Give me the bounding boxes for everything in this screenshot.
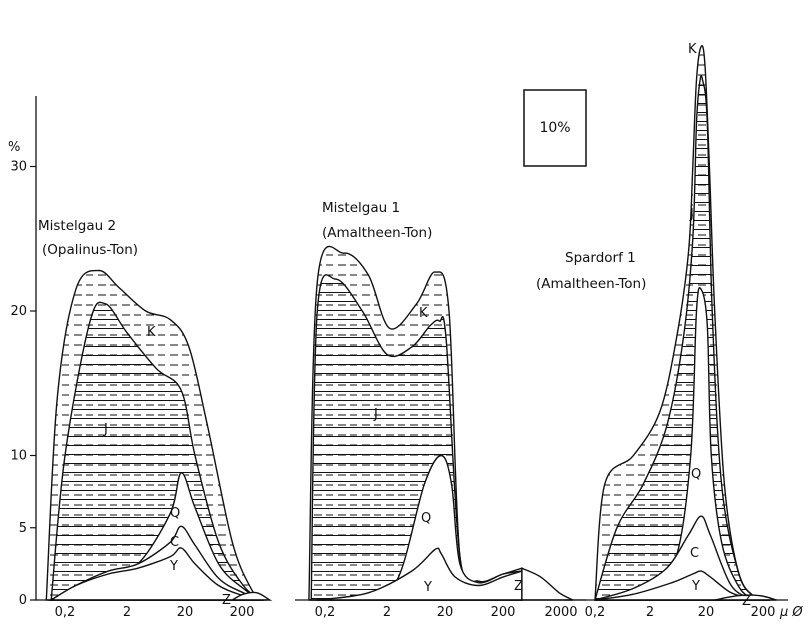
band-y-area xyxy=(317,547,523,601)
panel-subtitle: (Amaltheen-Ton) xyxy=(322,225,432,241)
x-tick-label: 200 xyxy=(230,605,255,620)
y-tick-label: 5 xyxy=(19,521,27,536)
panel-bands xyxy=(565,45,788,601)
band-label-z: Z xyxy=(222,593,231,608)
y-tick-label: 30 xyxy=(10,160,27,175)
band-label-q: Q xyxy=(691,467,701,482)
panel-bands xyxy=(295,245,586,601)
y-axis-unit: % xyxy=(8,140,20,155)
band-j-area xyxy=(310,274,523,601)
band-z-area xyxy=(521,567,574,601)
band-j-area xyxy=(594,75,770,601)
panel-mistelgau-2: Mistelgau 2 (Opalinus-Ton) 0,2 2 20 200 … xyxy=(35,218,273,620)
panel-bands xyxy=(35,269,273,601)
band-label-j: J xyxy=(103,422,108,437)
x-tick-label: 200 xyxy=(751,605,776,620)
x-tick-label: 20 xyxy=(698,605,715,620)
x-tick-label: 20 xyxy=(177,605,194,620)
band-label-j: J xyxy=(373,407,378,422)
y-tick-label: 10 xyxy=(10,449,27,464)
band-label-k: K xyxy=(688,42,697,57)
x-tick-label: 2 xyxy=(646,605,654,620)
panel-mistelgau-1: Mistelgau 1 (Amaltheen-Ton) 0,2 2 20 200… xyxy=(295,200,586,620)
scale-box: 10% xyxy=(523,89,587,167)
band-label-q: Q xyxy=(170,506,180,521)
x-tick-label: 0,2 xyxy=(585,605,606,620)
band-label-k: K xyxy=(147,325,156,340)
y-axis: % 0 5 10 20 30 xyxy=(8,96,37,608)
band-k-area xyxy=(594,45,770,601)
scale-box-frame xyxy=(523,89,587,167)
band-label-q: Q xyxy=(421,511,431,526)
band-j-area xyxy=(50,301,264,601)
band-label-c: C xyxy=(690,546,699,561)
panel-title: Mistelgau 2 xyxy=(38,218,116,234)
band-label-c: C xyxy=(170,535,179,550)
band-y-area xyxy=(48,547,263,601)
panel-title: Spardorf 1 xyxy=(565,250,636,266)
band-label-z: Z xyxy=(514,579,523,594)
y-tick-label: 0 xyxy=(19,593,27,608)
y-ticks: 0 5 10 20 30 xyxy=(10,160,36,608)
x-axis-unit: μ Ø xyxy=(779,605,803,620)
band-label-k: K xyxy=(419,306,428,321)
band-label-y: Y xyxy=(691,579,700,594)
x-tick-label: 2 xyxy=(383,605,391,620)
panel-spardorf-1: Spardorf 1 (Amaltheen-Ton) 0,2 2 20 200 … xyxy=(536,42,803,620)
band-label-y: Y xyxy=(169,559,178,574)
band-z-area xyxy=(714,594,777,601)
y-tick-label: 20 xyxy=(10,304,27,319)
band-z-area xyxy=(231,591,273,601)
x-tick-label: 2 xyxy=(123,605,131,620)
panel-title: Mistelgau 1 xyxy=(322,200,400,216)
x-tick-label: 20 xyxy=(437,605,454,620)
band-label-z: Z xyxy=(742,594,751,609)
x-tick-label: 0,2 xyxy=(55,605,76,620)
x-tick-label: 0,2 xyxy=(315,605,336,620)
panel-subtitle: (Amaltheen-Ton) xyxy=(536,276,646,292)
x-tick-label: 2000 xyxy=(544,605,577,620)
scale-box-label: 10% xyxy=(539,120,570,136)
panel-subtitle: (Opalinus-Ton) xyxy=(42,242,138,258)
band-label-j: J xyxy=(689,207,694,222)
x-tick-label: 200 xyxy=(491,605,516,620)
band-label-y: Y xyxy=(423,580,432,595)
